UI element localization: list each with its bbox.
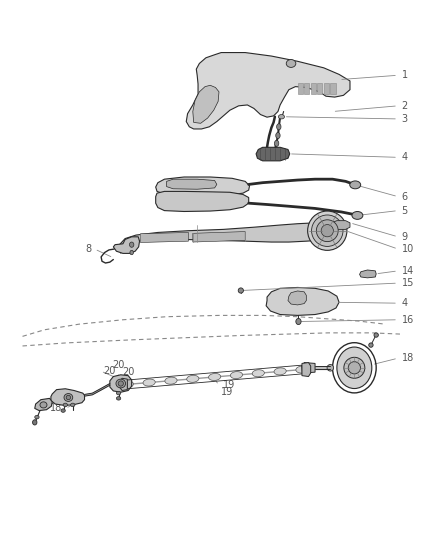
Polygon shape <box>51 389 85 405</box>
Polygon shape <box>330 83 336 94</box>
Ellipse shape <box>187 375 199 382</box>
Ellipse shape <box>316 220 338 241</box>
Ellipse shape <box>165 377 177 384</box>
Ellipse shape <box>279 115 285 119</box>
Ellipse shape <box>374 333 378 337</box>
Ellipse shape <box>276 133 280 139</box>
Ellipse shape <box>71 403 75 407</box>
Ellipse shape <box>311 215 343 246</box>
Polygon shape <box>120 378 127 391</box>
Text: 14: 14 <box>402 266 414 276</box>
Text: 8: 8 <box>85 244 91 254</box>
Polygon shape <box>193 85 219 123</box>
Text: 2: 2 <box>402 101 408 111</box>
Text: 15: 15 <box>402 278 414 288</box>
Polygon shape <box>332 221 350 229</box>
Ellipse shape <box>296 366 308 373</box>
Ellipse shape <box>130 242 134 247</box>
Text: 4: 4 <box>402 298 408 308</box>
Text: 20: 20 <box>113 360 125 370</box>
Polygon shape <box>302 362 311 376</box>
Text: 5: 5 <box>402 206 408 216</box>
Polygon shape <box>266 287 339 316</box>
Text: 16: 16 <box>402 315 414 325</box>
Text: 19: 19 <box>221 387 233 397</box>
Polygon shape <box>256 147 290 161</box>
Ellipse shape <box>369 343 373 348</box>
Polygon shape <box>193 231 245 242</box>
Polygon shape <box>311 83 316 94</box>
Ellipse shape <box>277 124 281 130</box>
Ellipse shape <box>286 60 296 67</box>
Ellipse shape <box>344 357 365 378</box>
Ellipse shape <box>118 381 124 386</box>
Text: 4: 4 <box>402 152 408 163</box>
Ellipse shape <box>40 402 47 408</box>
Polygon shape <box>155 191 249 212</box>
Polygon shape <box>288 291 306 305</box>
Polygon shape <box>317 83 322 94</box>
Polygon shape <box>155 177 250 196</box>
Polygon shape <box>166 179 217 189</box>
Polygon shape <box>120 223 333 253</box>
Ellipse shape <box>230 372 243 378</box>
Ellipse shape <box>350 181 360 189</box>
Polygon shape <box>297 83 303 94</box>
Polygon shape <box>141 232 188 243</box>
Polygon shape <box>304 362 315 373</box>
Ellipse shape <box>352 212 363 220</box>
Ellipse shape <box>348 362 360 374</box>
Ellipse shape <box>121 381 134 388</box>
Ellipse shape <box>64 393 73 401</box>
Ellipse shape <box>61 409 65 413</box>
Text: 18: 18 <box>402 353 414 363</box>
Text: 20: 20 <box>103 366 116 376</box>
Text: 19: 19 <box>223 380 235 390</box>
Ellipse shape <box>307 211 347 251</box>
Ellipse shape <box>275 140 279 147</box>
Polygon shape <box>186 53 350 129</box>
Ellipse shape <box>296 318 301 325</box>
Ellipse shape <box>116 379 126 388</box>
Text: 9: 9 <box>402 232 408 242</box>
Polygon shape <box>110 375 132 392</box>
Ellipse shape <box>32 420 37 425</box>
Ellipse shape <box>337 347 372 389</box>
Ellipse shape <box>208 374 221 381</box>
Ellipse shape <box>35 415 39 419</box>
Ellipse shape <box>321 224 333 237</box>
Text: 18: 18 <box>49 403 62 414</box>
Ellipse shape <box>117 397 121 400</box>
Polygon shape <box>35 398 52 410</box>
Polygon shape <box>304 83 309 94</box>
Ellipse shape <box>143 379 155 386</box>
Ellipse shape <box>252 370 265 377</box>
Text: 10: 10 <box>402 244 414 254</box>
Ellipse shape <box>66 395 71 400</box>
Text: 6: 6 <box>402 192 408 201</box>
Text: 3: 3 <box>402 114 408 124</box>
Ellipse shape <box>130 251 134 255</box>
Polygon shape <box>113 237 140 253</box>
Ellipse shape <box>117 391 121 395</box>
Ellipse shape <box>238 288 244 293</box>
Text: 20: 20 <box>122 367 134 377</box>
Polygon shape <box>324 83 329 94</box>
Ellipse shape <box>274 368 286 375</box>
Ellipse shape <box>327 365 334 371</box>
Text: 1: 1 <box>402 70 408 80</box>
Polygon shape <box>360 270 376 278</box>
Ellipse shape <box>63 403 67 407</box>
